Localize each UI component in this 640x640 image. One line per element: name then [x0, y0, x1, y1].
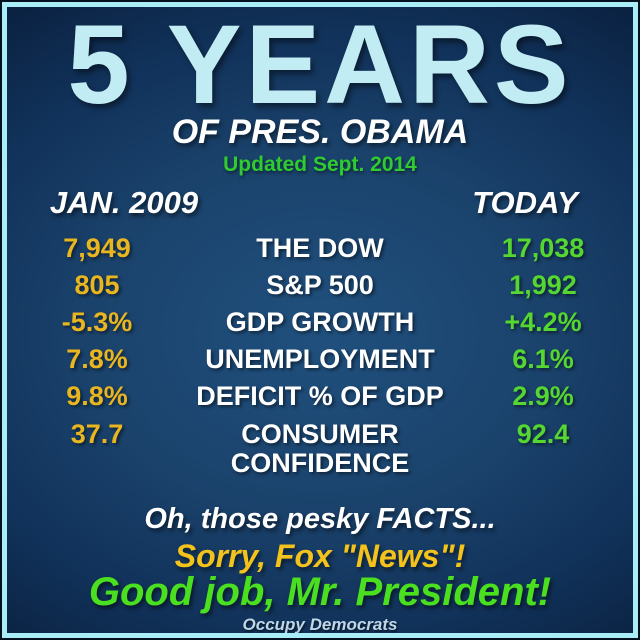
stat-value-today: +4.2%: [504, 307, 582, 337]
stats-table: 7,949 THE DOW 17,038 805 S&P 500 1,992 -…: [7, 230, 633, 478]
table-header-row: JAN. 2009 TODAY: [7, 185, 633, 221]
stat-value-today: 92.4: [516, 419, 570, 449]
stat-value-today: 1,992: [509, 270, 577, 300]
stat-metric: UNEMPLOYMENT: [205, 344, 435, 374]
stat-value-2009: 7,949: [63, 233, 131, 263]
table-row-deficit: 9.8% DEFICIT % OF GDP 2.9%: [7, 378, 633, 415]
stat-value-2009: 9.8%: [66, 381, 128, 411]
updated-date: Updated Sept. 2014: [223, 153, 417, 176]
table-row-gdp-growth: -5.3% GDP GROWTH +4.2%: [7, 304, 633, 341]
stat-value-2009: 805: [74, 270, 120, 300]
table-row-dow: 7,949 THE DOW 17,038: [7, 230, 633, 267]
stat-metric: DEFICIT % OF GDP: [196, 381, 444, 411]
footer-line-sorry-fox-news: Sorry, Fox "News"!: [174, 538, 466, 574]
col-header-today: TODAY: [472, 185, 578, 220]
stat-metric: THE DOW: [256, 233, 384, 263]
stat-metric: CONSUMER CONFIDENCE: [230, 419, 410, 478]
col-header-jan2009: JAN. 2009: [49, 185, 199, 220]
stat-metric: S&P 500: [266, 270, 374, 300]
stat-value-today: 2.9%: [512, 381, 574, 411]
poster-subtitle: OF PRES. OBAMA: [171, 113, 469, 151]
attribution-occupy-democrats: Occupy Democrats: [242, 615, 398, 633]
stat-value-2009: -5.3%: [61, 307, 133, 337]
table-row-consumer-confidence: 37.7 CONSUMER CONFIDENCE 92.4: [7, 415, 633, 478]
stat-value-today: 17,038: [501, 233, 585, 263]
stat-value-today: 6.1%: [512, 344, 574, 374]
stat-value-2009: 37.7: [70, 419, 124, 449]
stat-value-2009: 7.8%: [66, 344, 128, 374]
footer-line-good-job: Good job, Mr. President!: [88, 570, 552, 614]
stat-metric: GDP GROWTH: [225, 307, 415, 337]
poster-background: 5 YEARS OF PRES. OBAMA Updated Sept. 201…: [7, 7, 633, 633]
table-row-sp500: 805 S&P 500 1,992: [7, 267, 633, 304]
poster-title: 5 YEARS: [67, 7, 573, 127]
table-row-unemployment: 7.8% UNEMPLOYMENT 6.1%: [7, 341, 633, 378]
footer-line-facts: Oh, those pesky FACTS...: [144, 503, 496, 535]
